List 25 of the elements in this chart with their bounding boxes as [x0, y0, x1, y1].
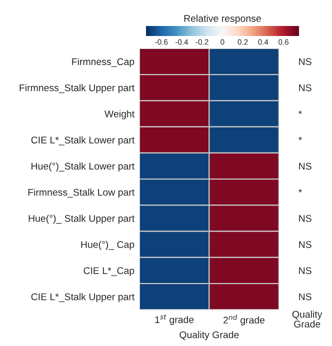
y-tick-label: Weight — [104, 110, 135, 120]
color-bar-title: Relative response — [184, 14, 261, 24]
y2-tick-label: * — [298, 136, 302, 140]
y2-tick-label: NS — [299, 241, 312, 248]
y2-tick-label: NS — [299, 214, 312, 222]
y-tick-label: Hue(°)_ Cap — [81, 240, 134, 250]
y-tick-label: Firmness_Stalk Upper part — [20, 84, 135, 94]
y-tick-label: Firmness_Stalk Low part — [28, 188, 135, 198]
y-tick-label: Hue(°)_ Stalk Upper part — [28, 214, 135, 224]
x-tick-label: 2$^{nd}$ grade — [224, 314, 265, 326]
y2-tick-label: NS — [299, 58, 312, 66]
y2-tick-label: * — [298, 110, 302, 114]
y-tick-label: Firmness_Cap — [72, 58, 134, 68]
y2-tick-label: NS — [299, 293, 312, 300]
y-tick-label: Hue(°)_Stalk Lower part — [32, 162, 135, 172]
x-tick-label: 1$^{st}$ grade — [155, 314, 194, 326]
y-tick-label: CIE L*_Stalk Upper part — [31, 293, 135, 302]
y-tick-label: CIE L*_Cap — [84, 267, 134, 276]
x-axis-title: Quality Grade — [180, 331, 239, 340]
y2-tick-label: * — [298, 188, 302, 192]
y2-tick-label: NS — [299, 84, 312, 92]
text: Quality Grade — [292, 310, 322, 328]
y2-tick-label: NS — [299, 267, 312, 274]
y2-tick-label: NS — [299, 162, 312, 170]
y-tick-label: CIE L*_Stalk Lower part — [31, 136, 135, 146]
